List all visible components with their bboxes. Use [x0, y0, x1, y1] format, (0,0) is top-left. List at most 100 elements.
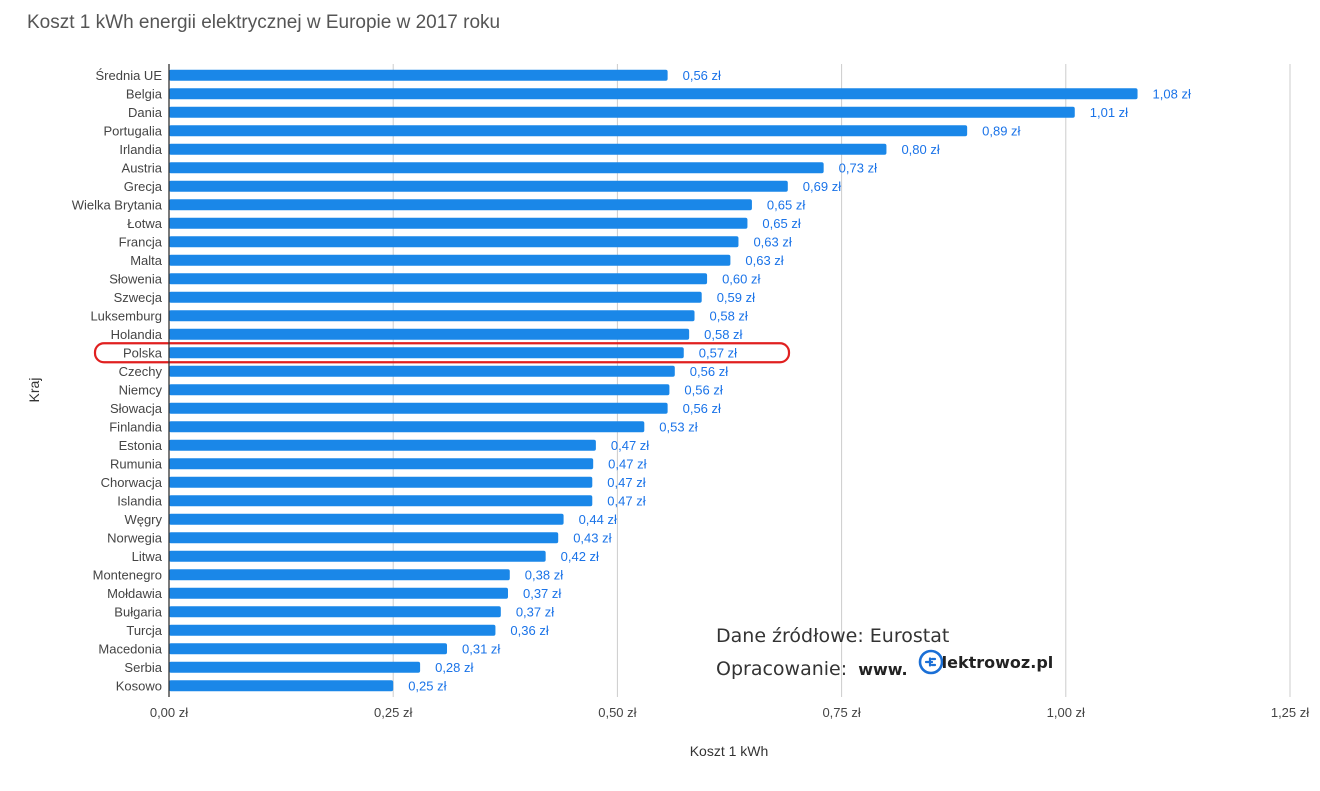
highlight-outline: [93, 342, 791, 364]
bar: [169, 236, 739, 248]
bar: [169, 569, 510, 581]
plug-circle-icon: [918, 649, 943, 675]
data-label: 0,60 zł: [722, 271, 760, 286]
data-label: 0,44 zł: [579, 512, 617, 527]
x-tick-label: 0,25 zł: [374, 705, 412, 720]
data-label: 0,56 zł: [683, 68, 721, 83]
category-label: Litwa: [132, 549, 163, 564]
data-label: 0,58 zł: [704, 327, 742, 342]
category-label: Średnia UE: [96, 68, 163, 83]
credit-line: Opracowanie: www. lektrowoz.pl: [716, 649, 1053, 682]
bar: [169, 624, 496, 636]
data-label: 0,59 zł: [717, 290, 755, 305]
bar: [169, 217, 748, 229]
bar: [169, 495, 593, 507]
data-label: 0,37 zł: [523, 586, 561, 601]
category-label: Belgia: [126, 86, 163, 101]
bar: [169, 180, 788, 192]
bar: [169, 384, 670, 396]
x-axis-title: Koszt 1 kWh: [690, 743, 769, 759]
data-label: 0,47 zł: [607, 493, 645, 508]
x-tick-label: 0,00 zł: [150, 705, 188, 720]
source-note: Dane źródłowe: Eurostat Opracowanie: www…: [716, 624, 1053, 682]
chart-title: Koszt 1 kWh energii elektrycznej w Europ…: [27, 12, 501, 33]
category-label: Turcja: [126, 623, 162, 638]
bar: [169, 310, 695, 322]
category-label: Islandia: [117, 493, 163, 508]
category-label: Łotwa: [127, 216, 162, 231]
bar: [169, 606, 501, 618]
data-label: 0,25 zł: [408, 678, 446, 693]
category-label: Norwegia: [107, 530, 163, 545]
category-label: Szwecja: [114, 290, 163, 305]
category-label: Dania: [128, 105, 163, 120]
bar: [169, 643, 448, 655]
data-label: 0,36 zł: [510, 623, 548, 638]
category-label: Grecja: [124, 179, 163, 194]
category-label: Wielka Brytania: [72, 197, 163, 212]
data-label: 0,80 zł: [901, 142, 939, 157]
bar: [169, 328, 690, 340]
bar: [169, 69, 668, 81]
data-label: 0,37 zł: [516, 604, 554, 619]
category-label: Montenegro: [93, 567, 162, 582]
x-tick-label: 0,50 zł: [598, 705, 636, 720]
bar: [169, 143, 887, 155]
category-label: Serbia: [124, 660, 162, 675]
bar: [169, 162, 824, 174]
bar: [169, 458, 594, 470]
bar: [169, 291, 702, 303]
data-label: 0,58 zł: [710, 308, 748, 323]
bar: [169, 106, 1075, 118]
data-label: 0,73 zł: [839, 160, 877, 175]
bar: [169, 421, 645, 433]
category-label: Malta: [130, 253, 163, 268]
bar: [169, 199, 752, 211]
bar: [169, 439, 596, 451]
data-label: 0,56 zł: [683, 401, 721, 416]
data-label: 0,63 zł: [745, 253, 783, 268]
x-tick-label: 1,25 zł: [1271, 705, 1309, 720]
category-label: Słowacja: [110, 401, 163, 416]
category-label: Macedonia: [98, 641, 162, 656]
brand-logo: lektrowoz.pl: [918, 649, 1053, 675]
y-axis-title: Kraj: [26, 378, 42, 403]
category-label: Niemcy: [119, 382, 163, 397]
category-label: Irlandia: [119, 142, 162, 157]
data-label: 0,56 zł: [684, 382, 722, 397]
data-label: 1,01 zł: [1090, 105, 1128, 120]
data-label: 0,47 zł: [607, 475, 645, 490]
bar: [169, 513, 564, 525]
bar: [169, 476, 593, 488]
data-label: 0,89 zł: [982, 123, 1020, 138]
category-label: Węgry: [124, 512, 162, 527]
category-label: Finlandia: [109, 419, 163, 434]
category-label: Bułgaria: [114, 604, 162, 619]
data-label: 0,69 zł: [803, 179, 841, 194]
data-label: 0,38 zł: [525, 567, 563, 582]
bar: [169, 273, 708, 285]
data-label: 0,56 zł: [690, 364, 728, 379]
data-label: 0,43 zł: [573, 530, 611, 545]
bar: [169, 661, 421, 673]
category-label: Mołdawia: [107, 586, 163, 601]
bar: [169, 88, 1138, 100]
bar: [169, 254, 731, 266]
bar: [169, 347, 684, 359]
category-label: Rumunia: [110, 456, 163, 471]
bar: [169, 680, 394, 692]
data-label: 0,28 zł: [435, 660, 473, 675]
site-prefix: www.: [858, 660, 908, 679]
bar: [169, 550, 546, 562]
data-label: 1,08 zł: [1153, 86, 1191, 101]
data-label: 0,63 zł: [753, 234, 791, 249]
category-label: Chorwacja: [101, 475, 163, 490]
category-label: Luksemburg: [90, 308, 162, 323]
data-label: 0,47 zł: [611, 438, 649, 453]
category-label: Austria: [122, 160, 163, 175]
data-label: 0,42 zł: [561, 549, 599, 564]
category-label: Holandia: [111, 327, 163, 342]
data-label: 0,31 zł: [462, 641, 500, 656]
bar: [169, 125, 968, 137]
